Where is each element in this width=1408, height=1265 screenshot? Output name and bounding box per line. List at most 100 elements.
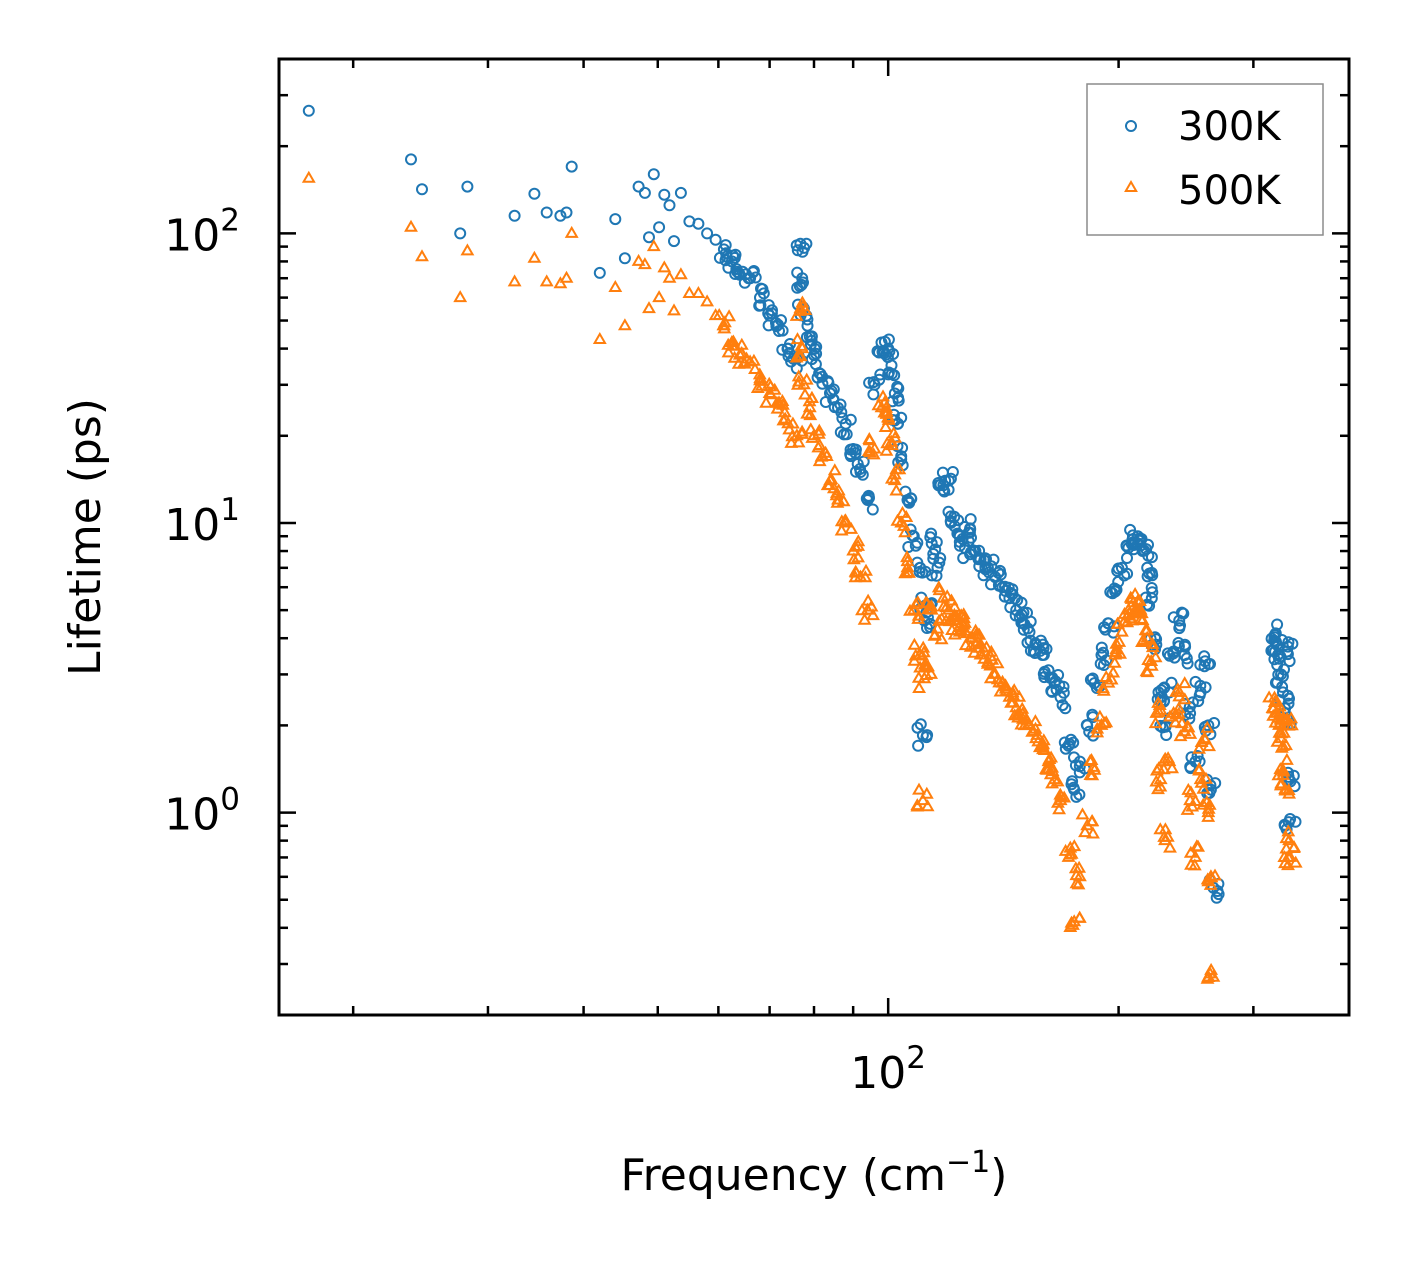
point-300k — [754, 299, 767, 312]
point-300k — [1070, 790, 1083, 803]
point-300k — [914, 718, 927, 731]
point-300k — [643, 231, 655, 244]
point-300k — [1210, 891, 1223, 904]
point-500k — [1075, 807, 1090, 820]
point-500k — [642, 301, 656, 314]
point-300k — [937, 479, 950, 492]
point-500k — [936, 599, 951, 612]
point-300k — [1073, 788, 1086, 801]
point-500k — [1180, 719, 1195, 732]
point-500k — [1050, 774, 1065, 787]
point-300k — [1009, 609, 1022, 622]
point-300k — [1024, 615, 1037, 628]
point-300k — [1289, 815, 1302, 828]
point-500k — [1189, 839, 1204, 852]
point-500k — [667, 303, 681, 316]
point-300k — [1143, 567, 1156, 580]
point-500k — [1133, 611, 1148, 624]
point-300k — [1269, 645, 1282, 658]
point-500k — [910, 595, 925, 608]
point-300k — [840, 428, 853, 441]
point-300k — [1276, 634, 1288, 646]
point-500k — [1069, 868, 1084, 881]
point-500k — [924, 666, 939, 679]
point-300k — [1157, 682, 1170, 695]
point-500k — [911, 611, 926, 624]
point-300k — [904, 492, 917, 505]
point-300k — [1063, 738, 1076, 750]
point-300k — [508, 209, 521, 222]
point-300k — [647, 168, 660, 181]
point-500k — [861, 444, 876, 456]
point-500k — [911, 670, 926, 683]
point-300k — [1198, 650, 1211, 663]
point-500k — [507, 274, 522, 287]
point-300k — [1068, 751, 1080, 764]
point-300k — [1084, 673, 1097, 686]
point-300k — [1208, 717, 1221, 729]
point-500k — [812, 423, 827, 436]
point-300k — [1133, 534, 1146, 547]
point-500k — [836, 494, 851, 507]
point-500k — [1107, 655, 1122, 668]
point-500k — [539, 274, 554, 287]
point-500k — [1172, 689, 1187, 702]
point-500k — [1007, 683, 1022, 696]
point-500k — [918, 660, 932, 673]
point-500k — [903, 603, 917, 616]
point-300k — [663, 199, 676, 212]
point-500k — [1104, 672, 1119, 685]
point-300k — [1057, 686, 1070, 699]
point-500k — [763, 379, 778, 392]
point-500k — [1156, 762, 1171, 775]
point-300k — [834, 398, 847, 411]
point-500k — [1101, 675, 1116, 688]
point-500k — [862, 433, 877, 446]
y-tick-label: 100 — [164, 782, 240, 841]
point-300k — [609, 213, 622, 226]
point-300k — [977, 569, 990, 582]
point-500k — [1199, 771, 1213, 784]
point-300k — [1192, 695, 1205, 708]
point-500k — [1045, 764, 1060, 777]
point-500k — [1140, 665, 1155, 678]
point-300k — [867, 388, 880, 401]
point-300k — [796, 245, 809, 258]
point-500k — [920, 799, 935, 812]
point-300k — [1268, 631, 1281, 644]
y-axis-label: Lifetime (ps) — [60, 398, 111, 676]
point-500k — [700, 294, 715, 307]
point-500k — [1044, 750, 1059, 763]
point-300k — [902, 495, 915, 508]
plot-frame — [277, 57, 1351, 1017]
point-300k — [881, 351, 894, 364]
point-300k — [805, 330, 818, 343]
point-500k — [1177, 692, 1192, 705]
point-500k — [1069, 876, 1084, 889]
point-500k — [1036, 742, 1050, 755]
point-500k — [1192, 741, 1207, 754]
point-500k — [415, 249, 429, 262]
point-300k — [1281, 648, 1294, 661]
point-500k — [1183, 726, 1198, 739]
legend-marker-500k — [1124, 180, 1138, 192]
point-500k — [1128, 587, 1143, 599]
point-300k — [1102, 617, 1114, 630]
point-500k — [1177, 676, 1192, 689]
point-300k — [810, 340, 823, 353]
point-300k — [632, 180, 645, 193]
point-500k — [784, 435, 799, 448]
point-500k — [888, 430, 903, 443]
point-500k — [1011, 710, 1026, 723]
tick-labels: 102 100 101 102 — [164, 202, 926, 1099]
point-500k — [721, 345, 736, 358]
point-300k — [867, 376, 880, 389]
point-300k — [895, 453, 908, 466]
point-500k — [1151, 705, 1166, 718]
point-300k — [866, 503, 879, 516]
point-300k — [776, 343, 789, 356]
point-300k — [776, 324, 789, 337]
point-500k — [1281, 850, 1296, 862]
point-500k — [1133, 602, 1148, 615]
